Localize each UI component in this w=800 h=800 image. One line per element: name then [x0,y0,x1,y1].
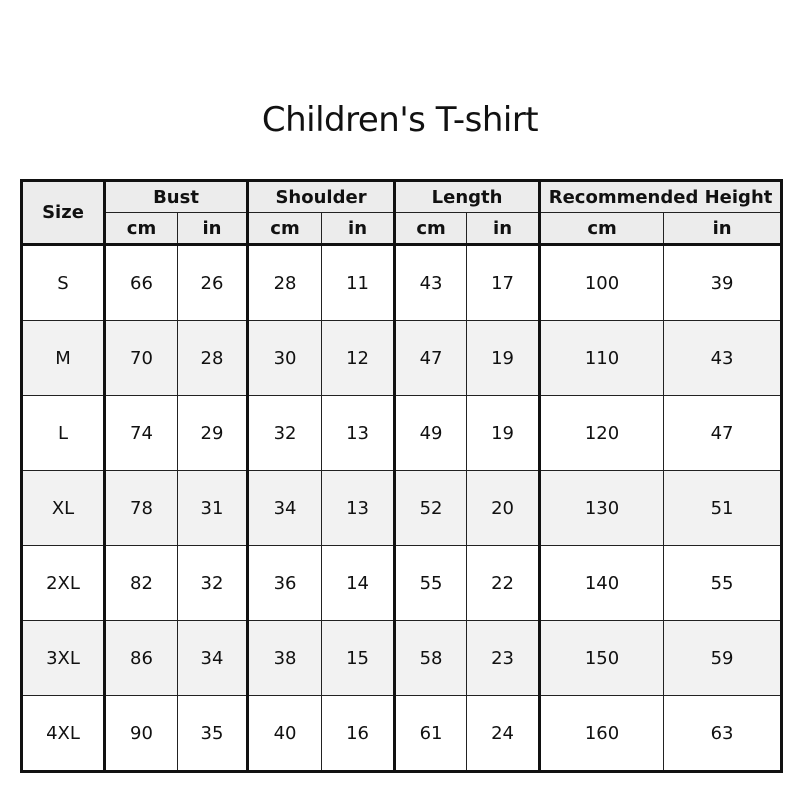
group-header: Recommended Height [538,180,783,213]
value-cell: 58 [393,620,468,696]
value-cell: 150 [538,620,665,696]
value-cell: 38 [246,620,323,696]
table-row: 2XL 82 32 36 14 55 22 140 55 [21,545,783,621]
value-cell: 70 [103,320,178,396]
size-cell: 3XL [21,620,105,696]
unit-header: in [466,212,541,246]
group-header: Shoulder [246,180,396,213]
value-cell: 100 [538,244,665,321]
value-cell: 55 [663,545,783,621]
value-cell: 47 [663,395,783,471]
value-cell: 26 [176,244,249,321]
value-cell: 28 [246,244,323,321]
size-cell: 4XL [21,695,105,772]
value-cell: 28 [176,320,249,396]
size-cell: M [21,320,105,396]
value-cell: 90 [103,695,178,772]
value-cell: 11 [321,244,396,321]
value-cell: 24 [466,695,541,772]
value-cell: 32 [176,545,249,621]
value-cell: 30 [246,320,323,396]
value-cell: 160 [538,695,665,772]
value-cell: 17 [466,244,541,321]
value-cell: 35 [176,695,249,772]
value-cell: 32 [246,395,323,471]
value-cell: 82 [103,545,178,621]
value-cell: 55 [393,545,468,621]
group-header: Length [393,180,541,213]
value-cell: 74 [103,395,178,471]
table-row: 4XL 90 35 40 16 61 24 160 63 [21,695,783,772]
value-cell: 52 [393,470,468,546]
value-cell: 19 [466,395,541,471]
value-cell: 43 [663,320,783,396]
value-cell: 19 [466,320,541,396]
value-cell: 34 [246,470,323,546]
value-cell: 20 [466,470,541,546]
header-row-groups: Size Bust Shoulder Length Recommended He… [21,180,783,246]
value-cell: 140 [538,545,665,621]
value-cell: 22 [466,545,541,621]
value-cell: 15 [321,620,396,696]
value-cell: 120 [538,395,665,471]
value-cell: 13 [321,470,396,546]
value-cell: 110 [538,320,665,396]
table-row: 3XL 86 34 38 15 58 23 150 59 [21,620,783,696]
size-cell: 2XL [21,545,105,621]
value-cell: 16 [321,695,396,772]
value-cell: 23 [466,620,541,696]
size-chart-table: Size Bust Shoulder Length Recommended He… [20,179,784,773]
value-cell: 86 [103,620,178,696]
value-cell: 61 [393,695,468,772]
value-cell: 39 [663,244,783,321]
unit-header: cm [246,212,323,246]
unit-header: in [321,212,396,246]
page-title: Children's T-shirt [261,100,539,140]
header-row-units: cm in cm in cm in cm in [22,212,783,246]
value-cell: 13 [321,395,396,471]
value-cell: 12 [321,320,396,396]
value-cell: 66 [103,244,178,321]
value-cell: 51 [663,470,783,546]
size-header: Size [21,180,105,246]
value-cell: 49 [393,395,468,471]
unit-header: cm [103,212,178,246]
unit-header: cm [393,212,468,246]
unit-header: cm [538,212,665,246]
value-cell: 43 [393,244,468,321]
value-cell: 34 [176,620,249,696]
unit-header: in [663,212,783,246]
group-header: Bust [102,180,249,213]
table-row: L 74 29 32 13 49 19 120 47 [21,395,783,471]
table-row: S 66 26 28 11 43 17 100 39 [21,244,783,321]
value-cell: 59 [663,620,783,696]
value-cell: 40 [246,695,323,772]
value-cell: 36 [246,545,323,621]
table-row: M 70 28 30 12 47 19 110 43 [21,320,783,396]
value-cell: 31 [176,470,249,546]
value-cell: 29 [176,395,249,471]
size-cell: XL [21,470,105,546]
size-cell: S [21,244,105,321]
value-cell: 63 [663,695,783,772]
value-cell: 78 [103,470,178,546]
value-cell: 14 [321,545,396,621]
value-cell: 47 [393,320,468,396]
value-cell: 130 [538,470,665,546]
unit-header: in [176,212,249,246]
size-cell: L [21,395,105,471]
table-row: XL 78 31 34 13 52 20 130 51 [21,470,783,546]
